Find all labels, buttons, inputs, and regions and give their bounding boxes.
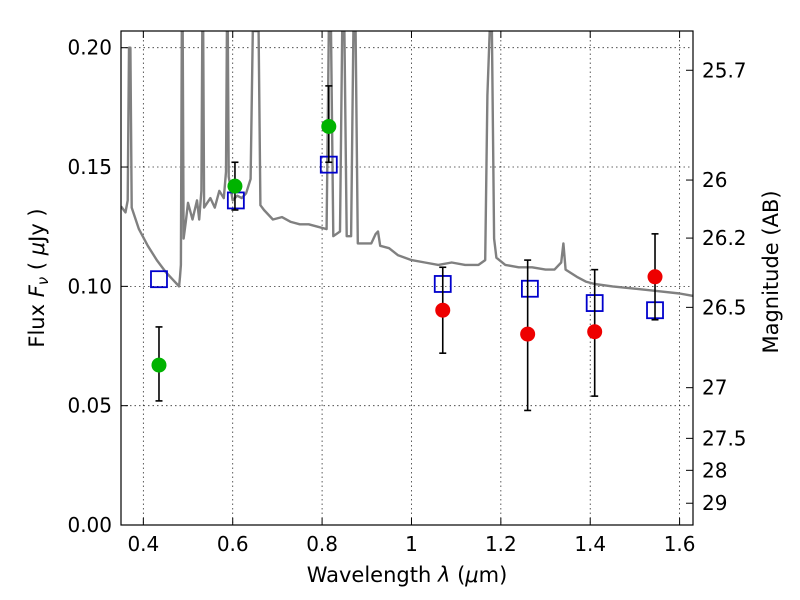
y2-tick-label: 28 [702, 458, 727, 482]
sed-model-line [121, 31, 693, 298]
x-tick-label: 0.6 [217, 532, 249, 556]
y2-tick-label: 27 [702, 376, 727, 400]
grid [121, 31, 693, 525]
observed-flux-point [151, 357, 167, 373]
y-tick-label: 0.15 [67, 155, 112, 179]
x-tick-label: 0.8 [306, 532, 338, 556]
data-layer [121, 31, 693, 412]
x-tick-label: 0.4 [127, 532, 159, 556]
y-tick-label: 0.05 [67, 394, 112, 418]
x-tick-label: 1.2 [485, 532, 517, 556]
observed-flux-point [587, 324, 603, 340]
y2-tick-label: 27.5 [702, 426, 747, 450]
x-axis-title: Wavelength λ (μm) [307, 563, 508, 587]
y-tick-label: 0.10 [67, 274, 112, 298]
y-axis-title: Flux Fν ( μJy ) [25, 208, 52, 347]
model-photometry-point [150, 270, 168, 289]
observed-flux-point [227, 178, 243, 194]
y2-tick-label: 26.2 [702, 226, 747, 250]
observed-flux-point [520, 326, 536, 342]
y2-axis-title: Magnitude (AB) [759, 190, 783, 353]
y2-tick-label: 26 [702, 168, 727, 192]
x-tick-label: 1 [405, 532, 418, 556]
y2-tick-label: 29 [702, 491, 727, 515]
observed-flux-point [321, 118, 337, 134]
ticks: 0.4 0.6 0.8 1 1.2 1.4 1.6 0.00 0.05 0.10 0.15 0.20 2… [67, 31, 747, 556]
model-photometry-point [520, 279, 539, 298]
plot-frame [120, 30, 694, 526]
x-tick-label: 1.6 [664, 532, 696, 556]
y-tick-label: 0.00 [67, 513, 112, 537]
model-photometry-point [226, 191, 245, 210]
y2-tick-label: 26.5 [702, 295, 747, 319]
y2-tick-label: 25.7 [702, 58, 747, 82]
y-tick-label: 0.20 [67, 36, 112, 60]
observed-flux-point [647, 269, 663, 285]
x-tick-label: 1.4 [574, 532, 606, 556]
observed-flux-point [435, 302, 451, 318]
